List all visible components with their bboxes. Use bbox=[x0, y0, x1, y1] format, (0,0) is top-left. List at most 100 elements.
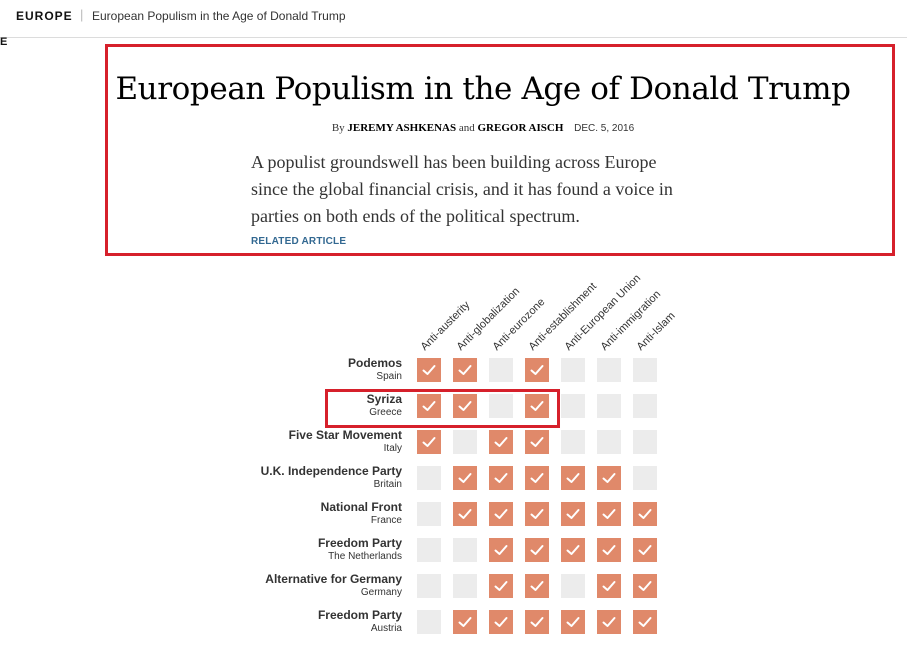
checkmark-icon bbox=[566, 545, 580, 555]
related-article-link[interactable]: RELATED ARTICLE bbox=[251, 236, 347, 247]
check-cell-empty bbox=[597, 358, 621, 382]
check-cell-empty bbox=[417, 502, 441, 526]
checkmark-icon bbox=[530, 473, 544, 483]
check-cell-empty bbox=[417, 610, 441, 634]
checkmark-icon bbox=[530, 617, 544, 627]
check-cell-checked bbox=[525, 358, 549, 382]
check-cell-checked bbox=[597, 538, 621, 562]
check-cell-empty bbox=[597, 394, 621, 418]
check-cell-checked bbox=[417, 430, 441, 454]
section-link-europe[interactable]: EUROPE bbox=[16, 9, 73, 23]
check-cell-checked bbox=[597, 610, 621, 634]
check-cell-checked bbox=[561, 502, 585, 526]
party-country: Spain bbox=[376, 371, 402, 382]
party-country: Greece bbox=[369, 407, 402, 418]
check-cell-checked bbox=[597, 502, 621, 526]
check-cell-checked bbox=[597, 574, 621, 598]
check-cell-checked bbox=[453, 466, 477, 490]
summary-line: since the global financial crisis, and i… bbox=[251, 179, 673, 199]
party-country: Britain bbox=[373, 479, 402, 490]
check-cell-checked bbox=[453, 610, 477, 634]
checkmark-icon bbox=[458, 473, 472, 483]
article-summary: A populist groundswell has been building… bbox=[251, 149, 731, 230]
check-cell-checked bbox=[525, 466, 549, 490]
checkmark-icon bbox=[638, 617, 652, 627]
check-cell-empty bbox=[561, 358, 585, 382]
check-cell-empty bbox=[633, 358, 657, 382]
check-cell-checked bbox=[633, 538, 657, 562]
check-cell-checked bbox=[489, 574, 513, 598]
check-cell-checked bbox=[561, 538, 585, 562]
check-cell-checked bbox=[453, 394, 477, 418]
byline-and: and bbox=[458, 122, 475, 134]
check-cell-empty bbox=[633, 430, 657, 454]
check-cell-empty bbox=[633, 394, 657, 418]
column-header-anti-globalization: Anti-globalization bbox=[454, 285, 523, 353]
check-cell-checked bbox=[489, 466, 513, 490]
checkmark-icon bbox=[530, 365, 544, 375]
party-name: Five Star Movement bbox=[288, 428, 402, 442]
checkmark-icon bbox=[602, 617, 616, 627]
check-cell-checked bbox=[525, 502, 549, 526]
author-link-2[interactable]: GREGOR AISCH bbox=[477, 122, 564, 134]
check-cell-empty bbox=[453, 574, 477, 598]
check-cell-empty bbox=[561, 394, 585, 418]
byline: By JEREMY ASHKENAS and GREGOR AISCH DEC.… bbox=[108, 122, 858, 134]
checkmark-icon bbox=[458, 617, 472, 627]
check-cell-empty bbox=[561, 574, 585, 598]
check-cell-checked bbox=[525, 394, 549, 418]
checkmark-icon bbox=[458, 509, 472, 519]
party-name: Podemos bbox=[347, 356, 402, 370]
party-country: Austria bbox=[370, 623, 402, 634]
summary-line: A populist groundswell has been building… bbox=[251, 152, 657, 172]
check-cell-checked bbox=[489, 538, 513, 562]
check-cell-checked bbox=[633, 502, 657, 526]
annotation-box-syriza-row bbox=[325, 389, 560, 428]
checkmark-icon bbox=[530, 545, 544, 555]
check-cell-checked bbox=[561, 610, 585, 634]
checkmark-icon bbox=[494, 581, 508, 591]
article-headline: European Populism in the Age of Donald T… bbox=[115, 71, 851, 107]
checkmark-icon bbox=[530, 581, 544, 591]
header-separator: | bbox=[80, 7, 84, 22]
checkmark-icon bbox=[638, 545, 652, 555]
checkmark-icon bbox=[602, 473, 616, 483]
check-cell-checked bbox=[525, 574, 549, 598]
check-cell-empty bbox=[489, 394, 513, 418]
check-cell-empty bbox=[597, 430, 621, 454]
checkmark-icon bbox=[566, 617, 580, 627]
party-name: Freedom Party bbox=[317, 608, 402, 622]
annotation-box-article-header bbox=[105, 44, 895, 256]
checkmark-icon bbox=[638, 581, 652, 591]
check-cell-empty bbox=[417, 574, 441, 598]
check-cell-empty bbox=[489, 358, 513, 382]
party-name: Syriza bbox=[366, 392, 402, 406]
checkmark-icon bbox=[494, 437, 508, 447]
check-cell-checked bbox=[489, 430, 513, 454]
checkmark-icon bbox=[602, 581, 616, 591]
checkmark-icon bbox=[530, 401, 544, 411]
checkmark-icon bbox=[458, 401, 472, 411]
checkmark-icon bbox=[494, 545, 508, 555]
header-article-title: European Populism in the Age of Donald T… bbox=[92, 9, 346, 23]
check-cell-checked bbox=[489, 502, 513, 526]
party-name: Alternative for Germany bbox=[265, 572, 402, 586]
checkmark-icon bbox=[458, 365, 472, 375]
checkmark-icon bbox=[638, 509, 652, 519]
check-cell-checked bbox=[489, 610, 513, 634]
check-cell-empty bbox=[417, 538, 441, 562]
check-cell-checked bbox=[417, 394, 441, 418]
check-cell-checked bbox=[525, 430, 549, 454]
check-cell-checked bbox=[633, 574, 657, 598]
check-cell-checked bbox=[525, 538, 549, 562]
checkmark-icon bbox=[494, 509, 508, 519]
check-cell-empty bbox=[633, 466, 657, 490]
check-cell-checked bbox=[597, 466, 621, 490]
column-header-anti-establishment: Anti-establishment bbox=[526, 280, 599, 353]
check-cell-checked bbox=[453, 502, 477, 526]
section-header-bar: EUROPE | European Populism in the Age of… bbox=[0, 0, 907, 38]
author-link-1[interactable]: JEREMY ASHKENAS bbox=[347, 122, 457, 134]
party-country: Italy bbox=[383, 443, 402, 454]
check-cell-checked bbox=[561, 466, 585, 490]
checkmark-icon bbox=[422, 401, 436, 411]
